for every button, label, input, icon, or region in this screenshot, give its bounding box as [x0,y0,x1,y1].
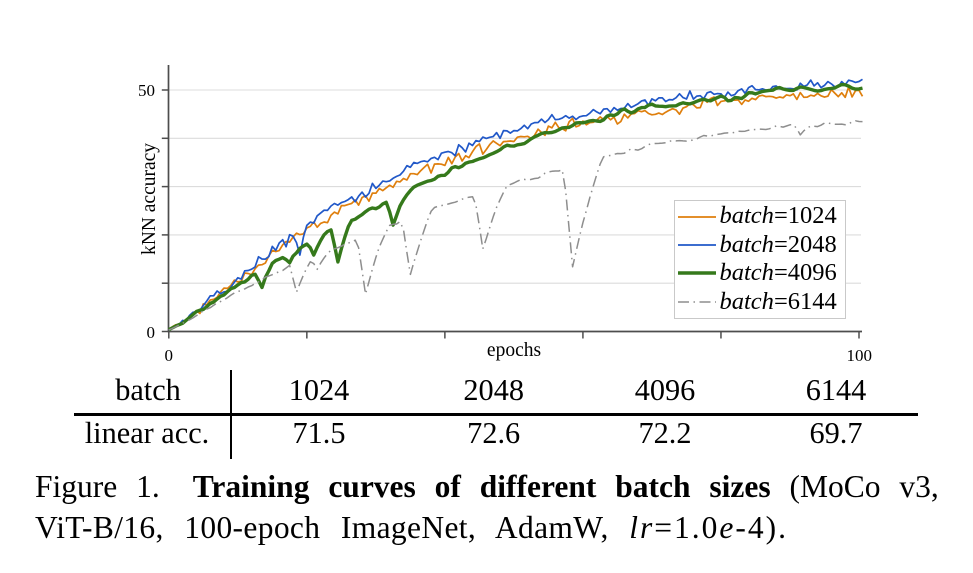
curve-batch-4096 [168,82,863,332]
x-axis-title: epochs [486,340,542,361]
chart-legend: batch=1024 batch=2048 batch=4096 batch=6… [673,199,846,319]
caption-lr-value: =1.0 [654,510,720,545]
table-cell-linear-1024: 71.5 [292,416,346,450]
table-row-linear-label: linear acc. [84,416,210,450]
table-cell-linear-4096: 72.2 [638,416,692,450]
table-cell-batch-4096: 4096 [634,373,696,407]
legend-entry-batch-1024: batch=1024 [675,202,845,230]
legend-label-name: batch [719,287,774,315]
caption-bold-title: Training curves of different batch sizes [192,469,771,504]
caption-figure-number: Figure 1. [35,469,160,504]
curve-batch-2048 [168,78,863,331]
legend-label-name: batch [719,202,774,230]
legend-label-name: batch [719,230,774,258]
legend-entry-batch-6144: batch=6144 [675,288,845,316]
table-cell-linear-2048: 72.6 [467,416,521,450]
caption-e-italic: e [719,510,736,545]
table-rule-horizontal [74,412,918,416]
table-cell-batch-1024: 1024 [288,373,350,407]
legend-line-batch-2048-icon [677,244,716,246]
training-curves-chart [161,65,864,339]
legend-entry-batch-2048: batch=2048 [675,231,845,259]
table-rule-vertical [230,370,232,459]
caption-lr-equation: lr=1.0e-4). [629,510,788,545]
legend-label-name: batch [719,259,774,287]
legend-label-value: =6144 [773,287,837,315]
figure-caption: Figure 1. Training curves of different ba… [35,466,973,548]
caption-lr-italic: lr [629,510,655,545]
legend-label-value: =1024 [773,202,837,230]
x-axis-tick-label-100: 100 [846,345,873,365]
table-cell-batch-6144: 6144 [805,373,867,407]
caption-line2: ViT-B/16, 100-epoch ImageNet, AdamW, lr=… [35,507,973,548]
legend-label-batch-6144: batch=6144 [719,287,837,315]
curve-batch-6144 [168,120,863,331]
legend-label-batch-1024: batch=1024 [720,204,837,229]
caption-end: -4). [735,510,788,545]
y-axis-title: kNN accuracy [139,142,160,256]
legend-line-batch-4096-icon [677,271,716,276]
y-axis-tick-label-0: 0 [146,322,156,342]
legend-label-batch-4096: batch=4096 [719,259,837,287]
legend-label-value: =4096 [773,259,837,287]
table-cell-batch-2048: 2048 [463,373,524,407]
legend-line-batch-1024-icon [677,215,716,218]
table-cell-linear-6144: 69.7 [809,416,863,450]
caption-line2-text: ViT-B/16, 100-epoch ImageNet, AdamW, [35,510,630,545]
x-axis-tick-label-0: 0 [164,345,174,365]
legend-entry-batch-4096: batch=4096 [675,259,845,287]
legend-line-batch-6144-icon [677,301,716,303]
caption-rest-line1: (MoCo v3, [789,469,939,504]
legend-label-batch-2048: batch=2048 [719,230,837,258]
table-row-header-label: batch [115,373,181,407]
y-axis-tick-label-50: 50 [138,81,155,100]
legend-label-value: =2048 [773,230,837,258]
